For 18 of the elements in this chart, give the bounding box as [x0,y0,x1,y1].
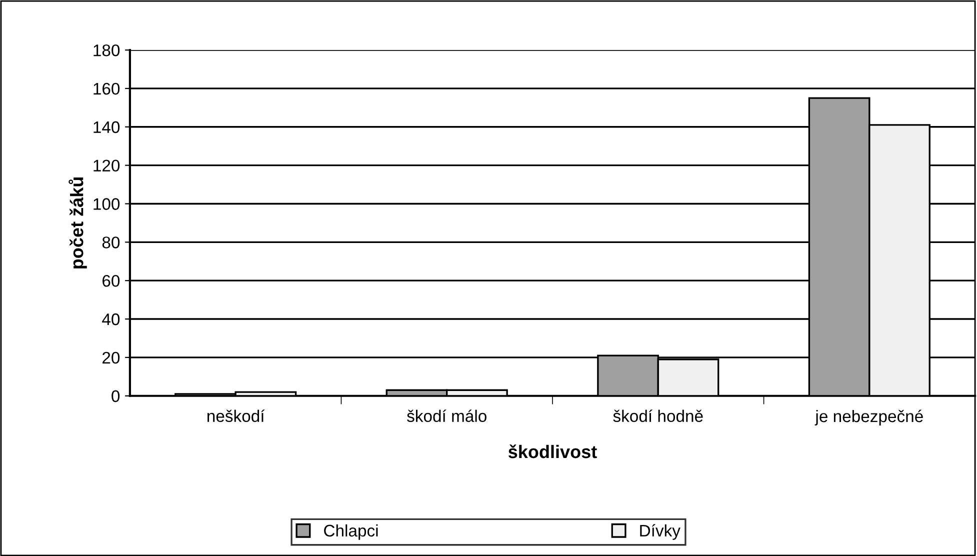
x-tick-label: je nebezpečné [814,410,923,426]
legend-label: Dívky [640,524,680,540]
y-tick-label: 60 [102,274,120,287]
y-tick-label: 20 [102,352,120,364]
y-tick-label: 40 [102,313,120,326]
legend-label: Chlapci [324,524,378,540]
y-tick-label: 100 [94,198,120,210]
y-tick-label: 120 [94,160,120,172]
x-axis-title: škodlivost [508,444,597,458]
y-tick-label: 180 [94,44,120,56]
y-tick-label: 0 [112,390,120,402]
y-tick-label: 140 [94,121,120,134]
y-tick-label: 160 [94,82,120,95]
x-tick-label: škodí málo [407,410,486,422]
x-tick-label: neškodí [208,410,265,422]
y-tick-label: 80 [102,236,120,248]
x-tick-label: škodí hodně [613,410,703,422]
y-axis-title: počet žáků [68,177,87,268]
